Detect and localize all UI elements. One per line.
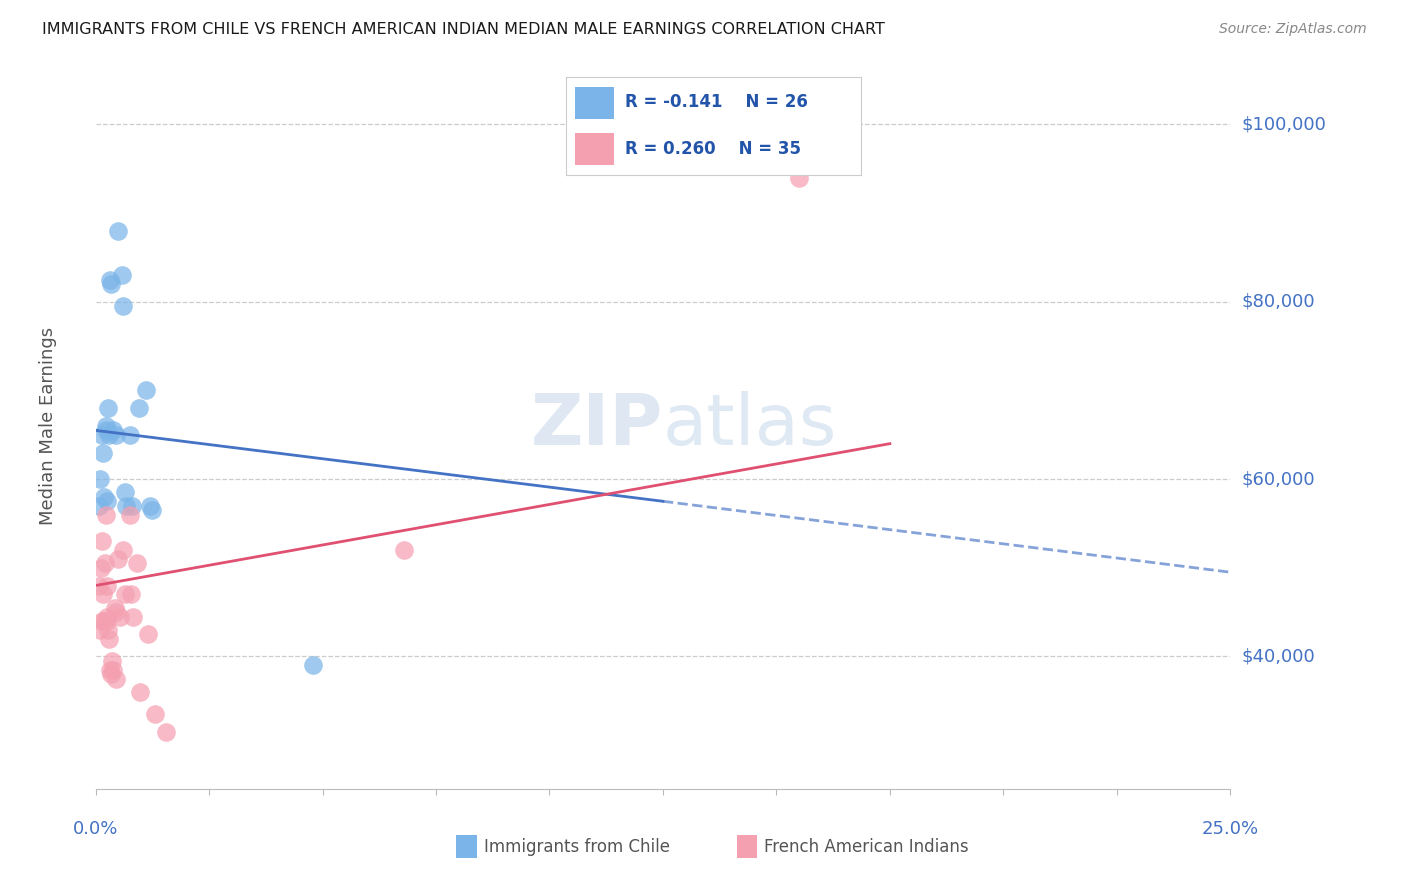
Point <box>120 587 142 601</box>
Point <box>94 419 117 434</box>
Point <box>91 534 114 549</box>
Point <box>101 654 124 668</box>
Point <box>98 427 121 442</box>
Point <box>121 499 143 513</box>
Point <box>97 401 120 416</box>
Point <box>121 609 143 624</box>
Point <box>107 224 129 238</box>
Point <box>114 485 136 500</box>
Point <box>101 423 124 437</box>
Point <box>101 663 124 677</box>
Point <box>394 543 416 558</box>
Point <box>90 561 112 575</box>
Point <box>104 600 127 615</box>
Text: 25.0%: 25.0% <box>1202 821 1258 838</box>
Point <box>105 427 128 442</box>
Point <box>136 627 159 641</box>
Text: Source: ZipAtlas.com: Source: ZipAtlas.com <box>1219 22 1367 37</box>
Text: $80,000: $80,000 <box>1241 293 1315 310</box>
Text: French American Indians: French American Indians <box>763 838 969 855</box>
Point <box>114 587 136 601</box>
Text: Immigrants from Chile: Immigrants from Chile <box>484 838 669 855</box>
Point <box>302 658 325 673</box>
Point <box>100 277 122 291</box>
Point <box>127 557 149 571</box>
Point <box>96 609 118 624</box>
Point <box>89 499 111 513</box>
Text: $100,000: $100,000 <box>1241 115 1326 134</box>
Point <box>91 445 114 459</box>
Point <box>107 552 129 566</box>
Point <box>94 508 117 522</box>
Point <box>91 427 114 442</box>
Point <box>94 423 117 437</box>
Text: atlas: atlas <box>664 392 838 460</box>
Point <box>104 605 127 619</box>
Point <box>105 672 128 686</box>
Point <box>100 667 122 681</box>
Point <box>96 614 118 628</box>
Point <box>89 578 111 592</box>
Point <box>115 499 138 513</box>
Text: IMMIGRANTS FROM CHILE VS FRENCH AMERICAN INDIAN MEDIAN MALE EARNINGS CORRELATION: IMMIGRANTS FROM CHILE VS FRENCH AMERICAN… <box>42 22 884 37</box>
Point <box>128 401 150 416</box>
Point <box>139 499 162 513</box>
Text: Median Male Earnings: Median Male Earnings <box>39 326 58 525</box>
Point <box>89 472 111 486</box>
Bar <box>457 835 477 858</box>
Point <box>155 724 177 739</box>
Point <box>91 587 114 601</box>
Point <box>93 557 115 571</box>
Point <box>96 578 118 592</box>
Point <box>96 494 118 508</box>
Point <box>118 427 141 442</box>
Point <box>111 543 134 558</box>
Point <box>90 614 112 628</box>
Point <box>129 685 152 699</box>
Point <box>93 614 115 628</box>
Point <box>93 490 115 504</box>
Text: $40,000: $40,000 <box>1241 648 1315 665</box>
Text: $60,000: $60,000 <box>1241 470 1315 488</box>
Bar <box>737 835 756 858</box>
Text: 0.0%: 0.0% <box>73 821 118 838</box>
Point <box>141 503 163 517</box>
Point <box>98 663 121 677</box>
Point <box>787 170 810 185</box>
Point <box>111 268 134 283</box>
Point <box>98 273 121 287</box>
Point <box>89 623 111 637</box>
Point <box>118 508 141 522</box>
Point <box>108 609 131 624</box>
Point <box>135 384 157 398</box>
Text: ZIP: ZIP <box>530 392 664 460</box>
Point <box>98 632 121 646</box>
Point <box>143 707 166 722</box>
Point <box>111 299 134 313</box>
Point <box>97 623 120 637</box>
